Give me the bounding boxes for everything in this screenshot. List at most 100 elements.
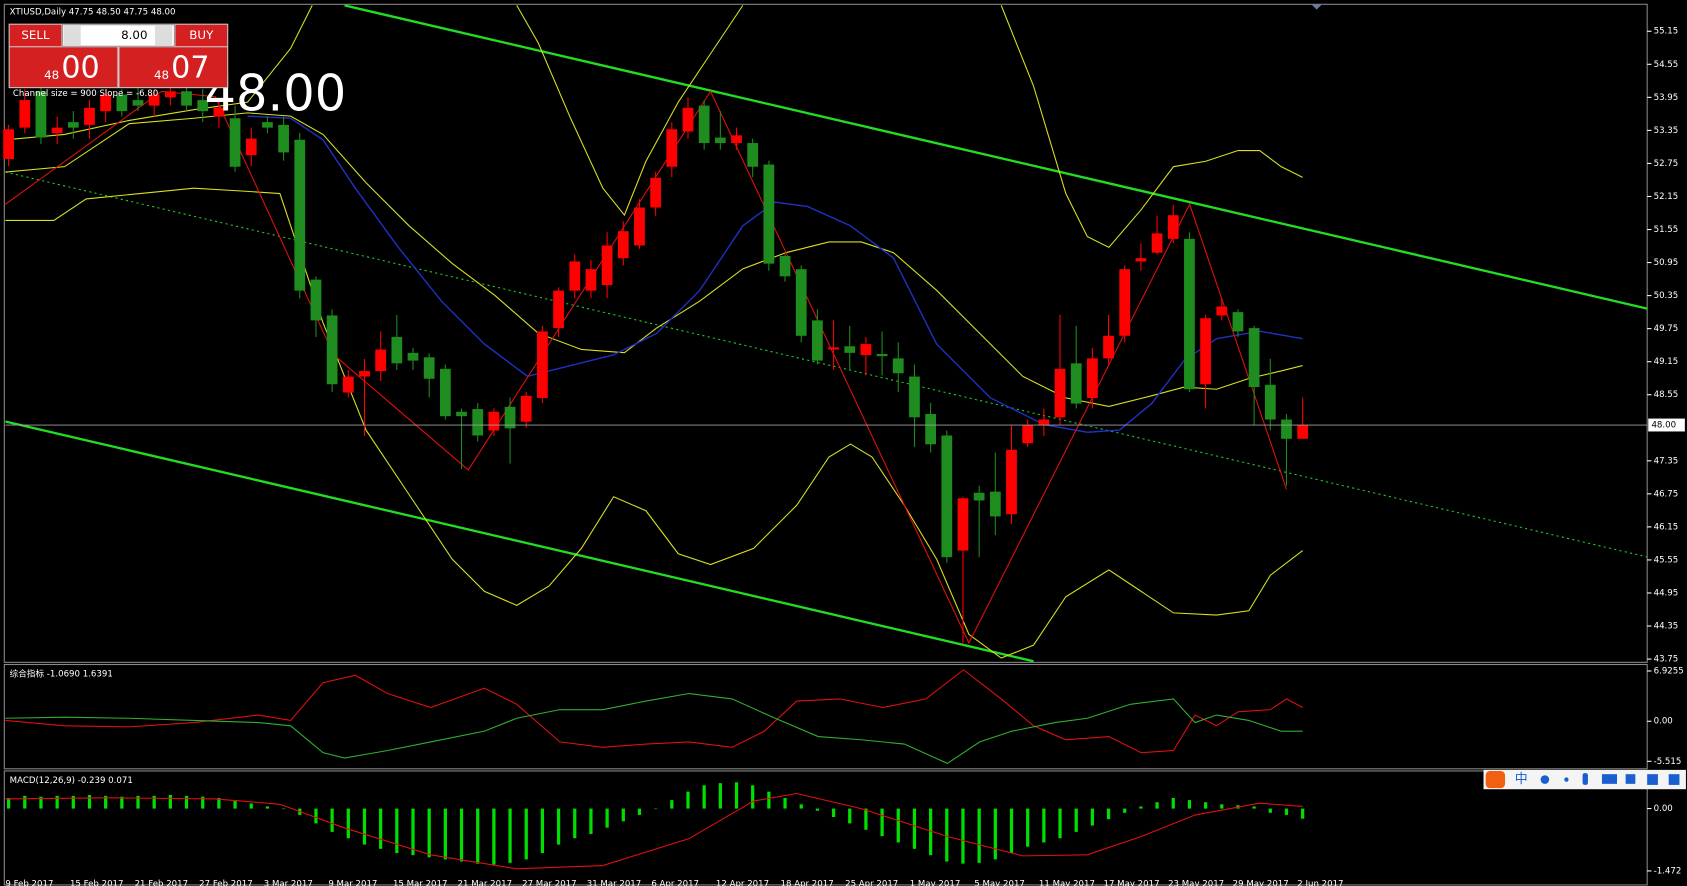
- indicator-line-red: [5, 669, 1303, 754]
- ime-icon[interactable]: [1625, 774, 1636, 784]
- macd-bar: [929, 808, 933, 856]
- macd-bar: [411, 808, 415, 856]
- macd-bar: [831, 808, 836, 818]
- lots-down[interactable]: [63, 25, 81, 46]
- macd-bar: [87, 795, 92, 809]
- macd-bar: [362, 808, 367, 845]
- x-tick-label: 21 Mar 2017: [458, 879, 513, 886]
- candle-body: [989, 491, 1001, 517]
- macd-bar: [670, 800, 674, 809]
- y-tick-label: 55.15: [1654, 27, 1679, 37]
- candle-body: [682, 107, 694, 132]
- ime-mode[interactable]: 中: [1515, 772, 1528, 787]
- bid-box[interactable]: [9, 47, 118, 88]
- macd-bar: [815, 808, 820, 811]
- candle-body: [148, 94, 160, 106]
- macd-bar: [783, 797, 787, 809]
- y-tick-label: 44.95: [1654, 588, 1679, 598]
- ime-toolbar: 中: [1483, 769, 1686, 790]
- macd-bar: [961, 808, 965, 864]
- x-tick-label: 9 Mar 2017: [328, 879, 377, 886]
- candle-body: [1054, 368, 1066, 418]
- macd-bar: [1106, 808, 1111, 820]
- candle-body: [19, 100, 31, 128]
- ime-logo[interactable]: [1485, 770, 1506, 789]
- candle-body: [925, 414, 937, 445]
- candle-body: [1200, 318, 1211, 385]
- macd-panel: [3, 770, 1648, 886]
- macd-bar: [443, 808, 447, 860]
- macd-bar: [621, 808, 625, 822]
- x-tick-label: 17 May 2017: [1103, 879, 1159, 886]
- candle-body: [213, 107, 225, 117]
- sell-button[interactable]: [9, 24, 62, 47]
- macd-bar: [1252, 806, 1256, 809]
- buy-button[interactable]: [175, 24, 228, 47]
- candle-body: [812, 320, 823, 361]
- candle-body: [245, 138, 257, 156]
- x-tick-label: 15 Mar 2017: [393, 879, 448, 886]
- macd-bar: [314, 808, 318, 824]
- macd-bar: [1187, 800, 1192, 809]
- macd-bar: [136, 795, 140, 809]
- bollinger-mid: [5, 112, 1303, 407]
- candle-body: [1103, 335, 1114, 359]
- macd-bar: [55, 795, 59, 809]
- macd-bar: [508, 808, 512, 863]
- candle-body: [1119, 269, 1131, 336]
- x-tick-label: 12 Apr 2017: [716, 879, 769, 886]
- macd-bar: [152, 795, 156, 809]
- macd-bar: [912, 808, 917, 849]
- macd-bar: [395, 808, 399, 854]
- x-tick-label: 31 Mar 2017: [587, 879, 642, 886]
- candle-body: [569, 261, 581, 291]
- ime-icon[interactable]: [1601, 774, 1618, 784]
- macd-bar: [880, 808, 884, 837]
- macd-bar: [734, 782, 739, 809]
- candle-body: [747, 143, 759, 167]
- ime-icon[interactable]: [1540, 775, 1550, 784]
- macd-bar: [184, 795, 189, 809]
- lots-up[interactable]: [155, 25, 173, 46]
- y-tick-label: 45.55: [1654, 555, 1679, 565]
- x-tick-label: 2 Jun 2017: [1297, 879, 1343, 886]
- ime-icon[interactable]: [1564, 777, 1569, 782]
- candle-body: [488, 411, 500, 431]
- candle-body: [197, 100, 209, 112]
- x-tick-label: 23 May 2017: [1168, 879, 1224, 886]
- bid-small: 00: [61, 50, 99, 85]
- macd-bar: [540, 808, 545, 854]
- x-tick-label: 11 May 2017: [1039, 879, 1095, 886]
- ask-box[interactable]: [119, 47, 228, 88]
- candle-body: [957, 498, 969, 551]
- macd-bar: [1042, 808, 1046, 843]
- candle-body: [1232, 312, 1244, 332]
- x-tick-label: 5 May 2017: [974, 879, 1025, 886]
- macd-bar: [379, 808, 383, 849]
- ime-icon[interactable]: [1668, 774, 1680, 785]
- ime-icon[interactable]: [1647, 774, 1658, 785]
- overlays: [5, 4, 1648, 765]
- candle-body: [520, 395, 532, 422]
- macd-bar: [718, 783, 722, 809]
- macd-bar: [1090, 808, 1094, 826]
- macd-bar: [39, 796, 43, 809]
- y-tick-label: 47.35: [1654, 456, 1679, 466]
- macd-bar: [459, 808, 464, 862]
- macd-bar: [71, 795, 75, 809]
- macd-bar: [1123, 808, 1127, 813]
- candle-body: [860, 344, 872, 356]
- candle-body: [164, 91, 176, 98]
- bollinger-upper: [5, 5, 313, 141]
- candle-body: [1184, 238, 1195, 390]
- macd-bar: [637, 808, 642, 815]
- lots-input[interactable]: [61, 24, 175, 47]
- macd-bar: [1155, 802, 1159, 809]
- ime-icon[interactable]: [1582, 773, 1588, 785]
- candle-body: [601, 245, 613, 286]
- macd-bar: [233, 800, 237, 809]
- macd-bar: [249, 803, 253, 809]
- candle-body: [472, 409, 484, 436]
